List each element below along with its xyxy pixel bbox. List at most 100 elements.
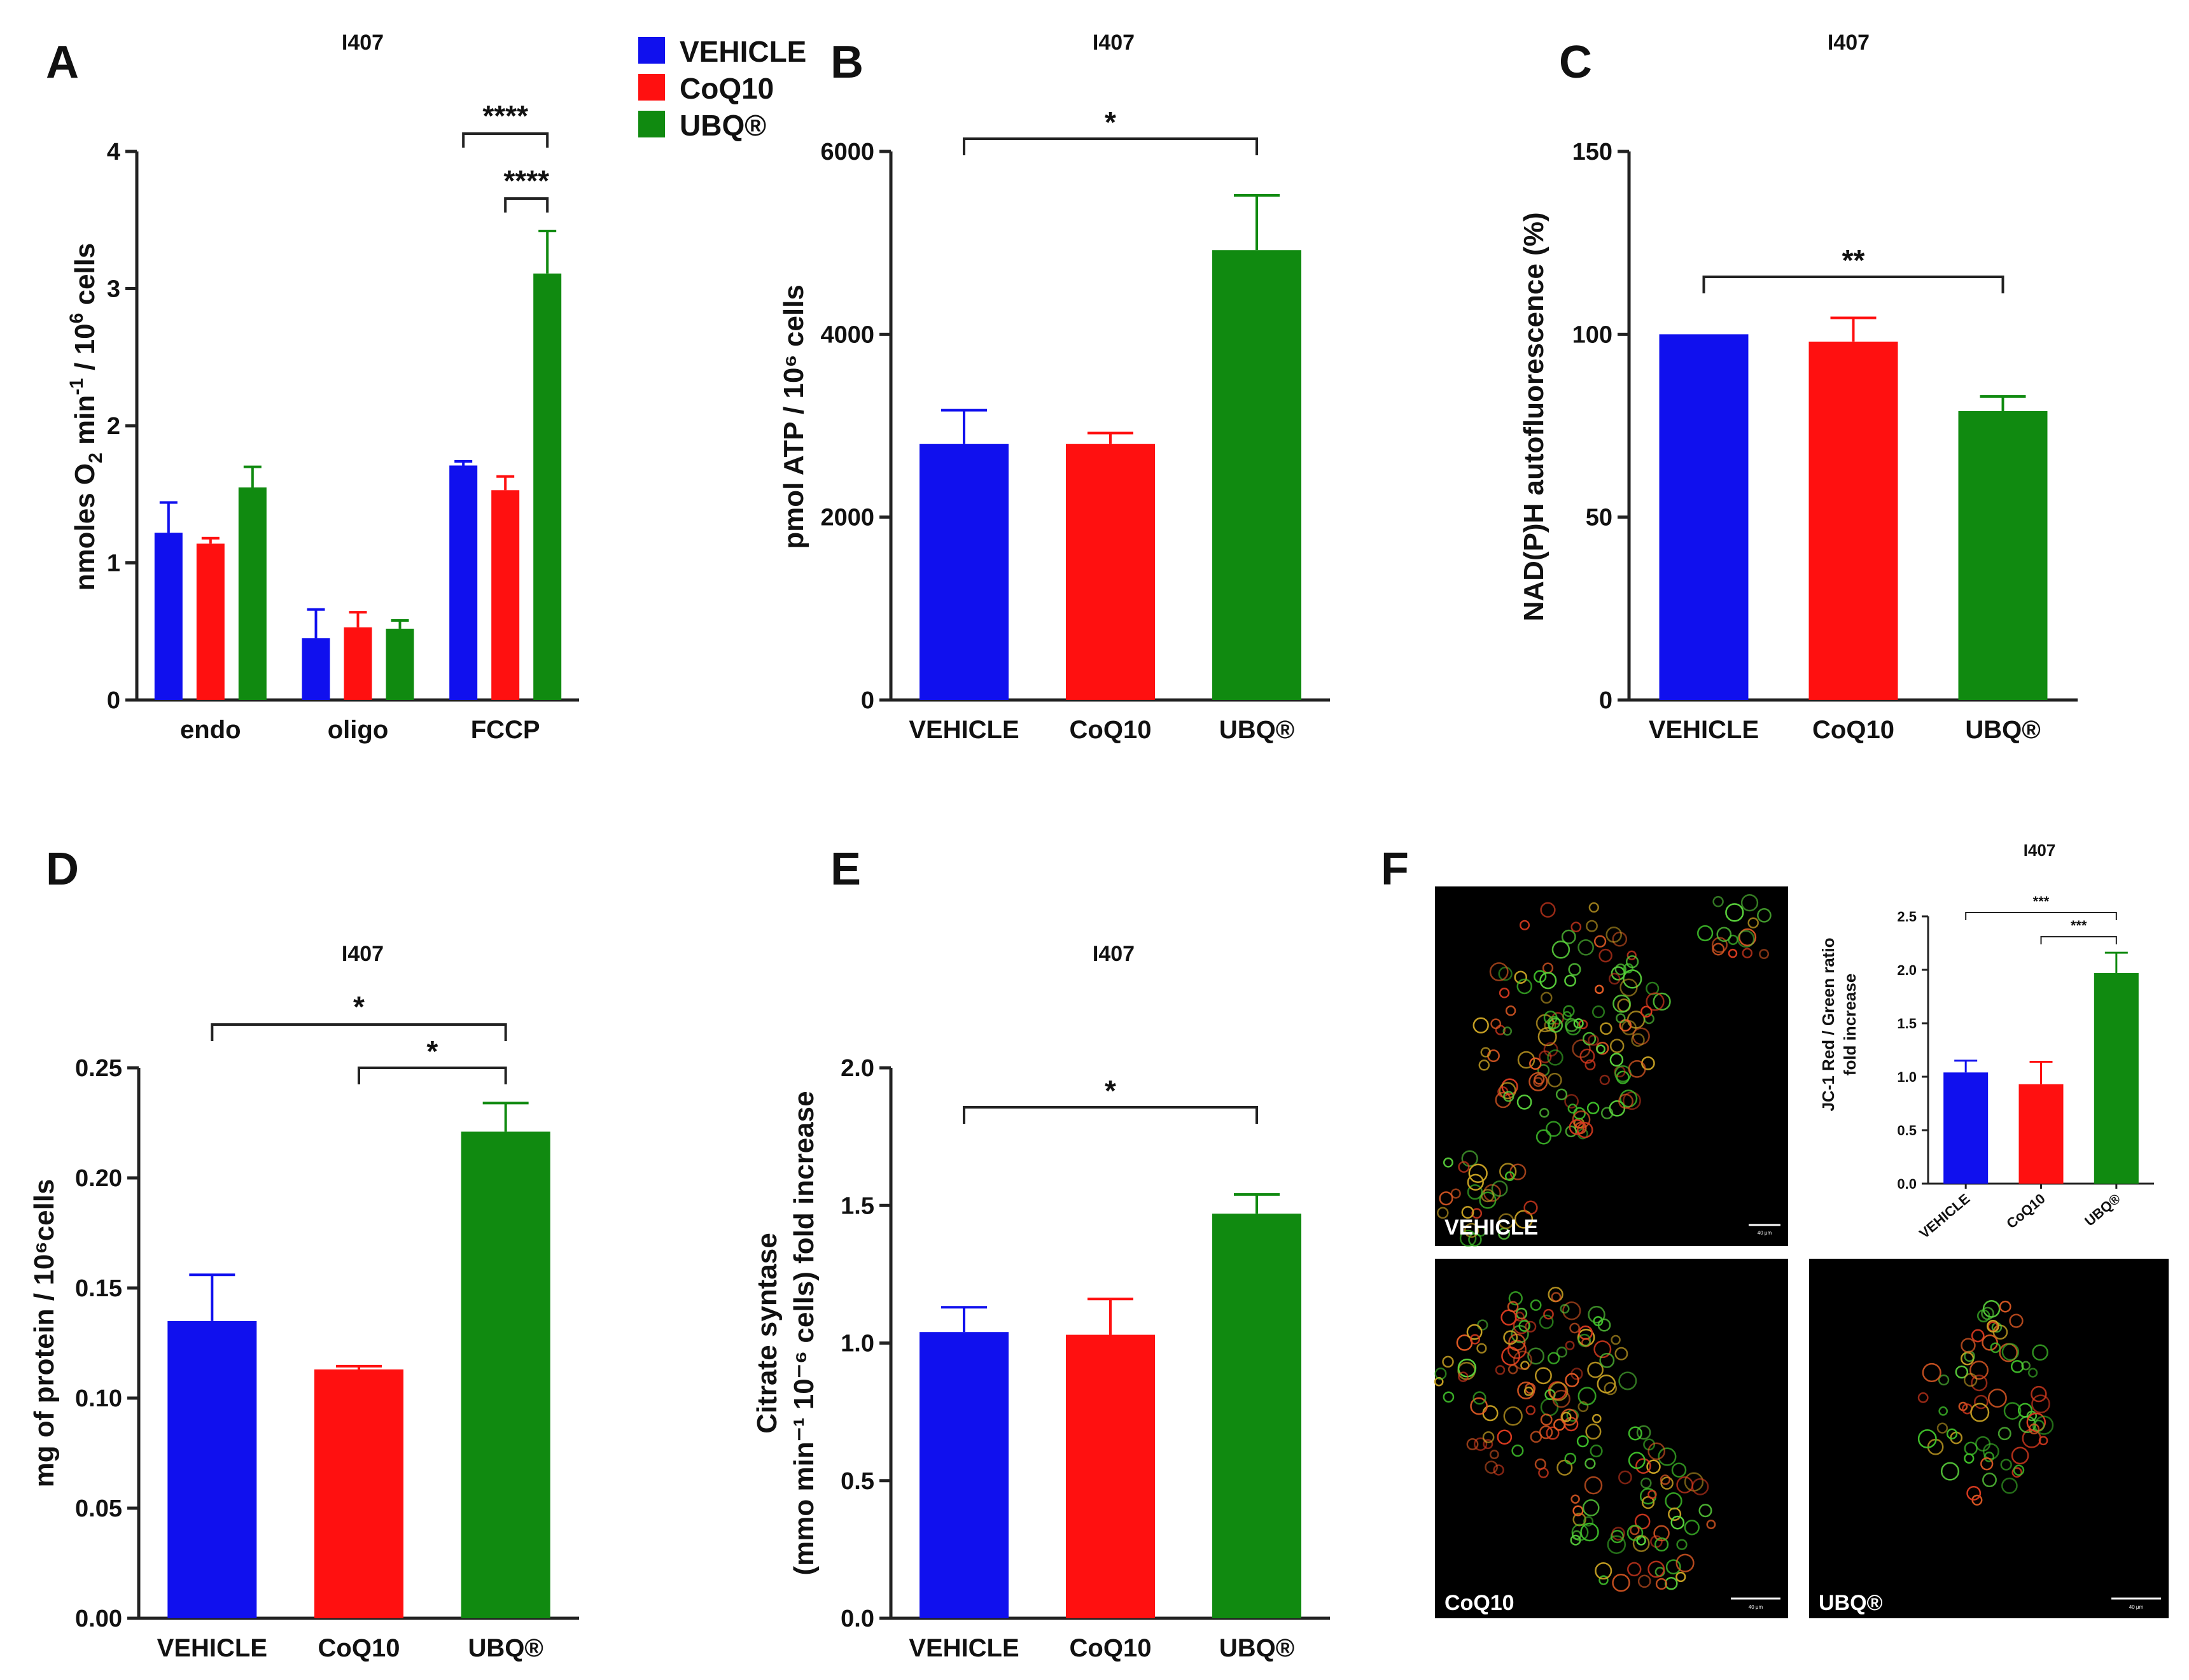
cell-ring [1608, 972, 1621, 985]
cell-ring [1553, 1418, 1565, 1431]
cell-ring [1534, 1074, 1545, 1085]
chart-c: 0 50 100 150 VEHICLE CoQ10 UBQ® ** [1572, 139, 2078, 744]
cell-ring [1561, 1411, 1572, 1422]
x-tick-label: UBQ® [468, 1634, 543, 1662]
cell-ring [1561, 929, 1576, 944]
cell-ring [1598, 948, 1612, 963]
panel-e-title: I407 [1093, 942, 1135, 966]
cell-ring [1631, 1033, 1645, 1047]
cell-ring [1684, 1520, 1700, 1536]
cell-ring [1654, 1537, 1669, 1552]
bar [449, 465, 478, 700]
chart-d: 0.00 0.05 0.10 0.15 0.20 0.25 VEHICLE CoQ10 UBQ®… [75, 990, 579, 1662]
cell-ring [1572, 1513, 1586, 1527]
micrograph-vehicle-scale: 40 μm [1758, 1230, 1772, 1236]
cell-ring [1450, 1188, 1461, 1199]
cell-ring [1980, 1457, 1994, 1471]
cell-ring [1497, 1429, 1513, 1445]
cell-ring [1551, 1292, 1562, 1303]
cell-ring [1675, 1553, 1695, 1572]
cell-ring [2038, 1436, 2048, 1446]
micrograph-vehicle: VEHICLE 40 μm [1435, 886, 1788, 1247]
cell-ring [1577, 1387, 1597, 1406]
cell-ring [1556, 1459, 1573, 1476]
cell-ring [2001, 1343, 2020, 1361]
legend-label-vehicle: VEHICLE [680, 35, 806, 68]
micrograph-coq10-label: CoQ10 [1444, 1591, 1514, 1615]
cell-ring [1514, 970, 1527, 984]
cell-ring [1607, 1535, 1626, 1554]
bar [920, 1332, 1009, 1618]
cell-ring [1986, 1320, 1999, 1333]
y-tick-label: 0 [1599, 687, 1612, 714]
cell-ring [1640, 1005, 1653, 1018]
cell-ring [1539, 1425, 1553, 1439]
cell-ring [1473, 1437, 1488, 1452]
panel-label-a: A [46, 37, 79, 88]
cell-ring [1483, 1439, 1493, 1450]
significance-bracket [2040, 936, 2117, 944]
cell-ring [1491, 1180, 1508, 1197]
cell-ring [1572, 1110, 1591, 1129]
cell-ring [2001, 1477, 2018, 1494]
cell-ring [1706, 1520, 1716, 1529]
cell-ring [1468, 1163, 1488, 1183]
cell-ring [1591, 1413, 1602, 1424]
cell-ring [1495, 1365, 1506, 1375]
cell-ring [1698, 1504, 1712, 1518]
x-tick-label: CoQ10 [1070, 1634, 1152, 1662]
cell-ring [1467, 1184, 1483, 1200]
bar [238, 487, 267, 700]
cell-ring [1517, 1051, 1535, 1069]
significance-bracket [963, 1106, 1258, 1124]
panel-a-title: I407 [342, 31, 384, 55]
y-tick-label: 0.00 [75, 1606, 122, 1632]
cell-ring [1966, 1486, 1982, 1501]
cell-ring [1476, 1343, 1487, 1354]
y-tick-label: 2.5 [1897, 909, 1917, 925]
y-tick-label: 0.20 [75, 1165, 122, 1192]
cell-ring [1583, 1032, 1597, 1046]
panel-label-d: D [46, 844, 79, 895]
bar [1958, 411, 2048, 700]
cell-ring [1940, 1462, 1960, 1481]
cell-ring [1660, 1474, 1671, 1485]
bar [1066, 444, 1155, 700]
cell-ring [1970, 1403, 1990, 1422]
cell-ring [1612, 931, 1628, 947]
cell-ring [1577, 939, 1594, 956]
cell-ring [1539, 1050, 1552, 1063]
cell-ring [1563, 1005, 1575, 1018]
cell-ring [1570, 1494, 1580, 1504]
cell-ring [1585, 1424, 1602, 1440]
cell-ring [1712, 896, 1724, 907]
cell-ring [1612, 1573, 1630, 1592]
cell-ring [1572, 1505, 1584, 1516]
cell-ring [1974, 1394, 1989, 1410]
cell-ring [1541, 991, 1553, 1004]
y-tick-label: 100 [1572, 321, 1612, 348]
cell-ring [1485, 1460, 1498, 1474]
cell-ring [1571, 1523, 1589, 1541]
cell-ring [1540, 902, 1556, 918]
cell-ring [1917, 1392, 1929, 1403]
panel-label-b: B [830, 37, 864, 88]
panel-b-ylabel: pmol ATP / 10⁶ cells [778, 284, 809, 549]
cell-ring [1644, 1013, 1654, 1025]
cell-ring [1508, 1291, 1523, 1306]
cell-ring [1653, 1525, 1670, 1542]
cell-ring [1626, 1562, 1642, 1577]
y-tick-label: 0 [107, 687, 120, 714]
y-tick-label: 0.5 [841, 1468, 874, 1495]
cell-ring [1759, 949, 1770, 960]
cell-ring [1634, 1513, 1651, 1530]
cell-ring [1593, 1316, 1604, 1327]
cell-ring [1461, 1206, 1474, 1219]
cell-ring [1505, 1005, 1516, 1016]
y-tick-label: 6000 [820, 139, 874, 165]
significance-label: ** [1842, 244, 1865, 277]
cell-ring [1499, 988, 1510, 998]
cell-ring [1611, 966, 1626, 981]
cell-ring [1458, 1161, 1470, 1173]
cell-ring [1955, 1365, 1969, 1379]
